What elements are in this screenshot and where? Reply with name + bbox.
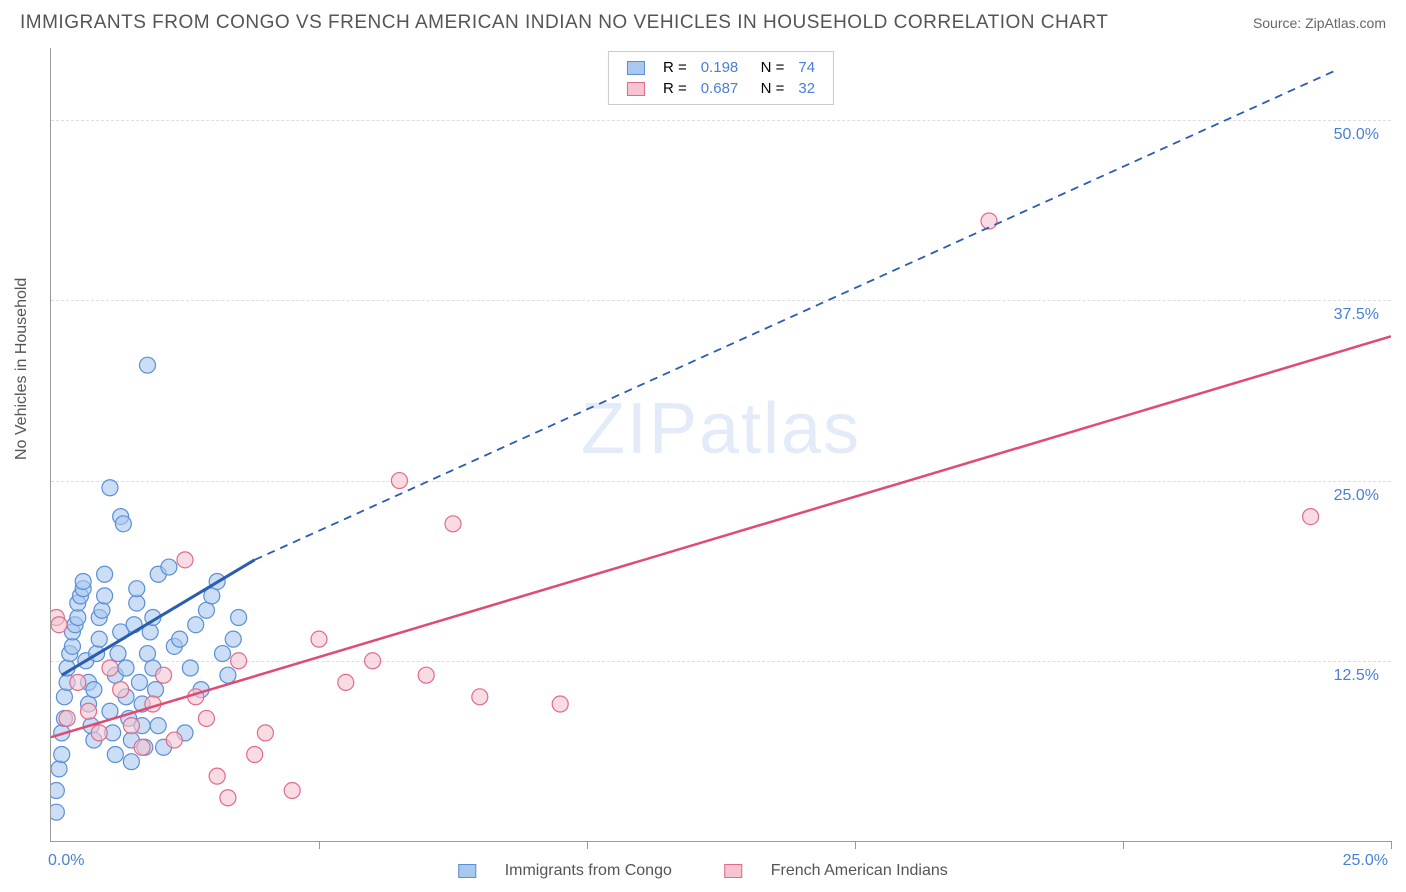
legend-swatch-blue-icon [458, 864, 476, 878]
legend-n-label: N = [746, 58, 790, 77]
y-axis-label: No Vehicles in Household [13, 278, 31, 460]
x-tick [1391, 841, 1392, 849]
legend-r-label: R = [657, 79, 693, 98]
legend-swatch-pink [627, 82, 645, 96]
legend-item-series1: Immigrants from Congo [446, 862, 684, 879]
chart-title: IMMIGRANTS FROM CONGO VS FRENCH AMERICAN… [20, 12, 1108, 34]
chart-plot-area: ZIPatlas R = 0.198 N = 74 R = 0.687 N = … [50, 48, 1391, 842]
legend-r-value-2: 0.687 [695, 79, 745, 98]
x-tick [587, 841, 588, 849]
legend-swatch-blue [627, 61, 645, 75]
source-link[interactable]: ZipAtlas.com [1305, 15, 1386, 31]
x-tick [855, 841, 856, 849]
legend-n-value-1: 74 [792, 58, 821, 77]
correlation-legend: R = 0.198 N = 74 R = 0.687 N = 32 [608, 51, 834, 105]
source-attribution: Source: ZipAtlas.com [1253, 15, 1386, 31]
x-axis-end-label: 25.0% [1343, 852, 1388, 870]
source-label: Source: [1253, 15, 1305, 31]
scatter-plot-svg [51, 48, 1391, 841]
legend-swatch-pink-icon [724, 864, 742, 878]
x-axis-origin-label: 0.0% [48, 852, 84, 870]
series-legend: Immigrants from Congo French American In… [434, 862, 972, 880]
legend-label-series2: French American Indians [771, 862, 948, 879]
legend-row-series2: R = 0.687 N = 32 [621, 79, 821, 98]
legend-r-label: R = [657, 58, 693, 77]
x-tick [319, 841, 320, 849]
legend-item-series2: French American Indians [712, 862, 959, 879]
legend-n-label: N = [746, 79, 790, 98]
legend-r-value-1: 0.198 [695, 58, 745, 77]
legend-label-series1: Immigrants from Congo [505, 862, 672, 879]
legend-n-value-2: 32 [792, 79, 821, 98]
legend-row-series1: R = 0.198 N = 74 [621, 58, 821, 77]
x-tick [1123, 841, 1124, 849]
